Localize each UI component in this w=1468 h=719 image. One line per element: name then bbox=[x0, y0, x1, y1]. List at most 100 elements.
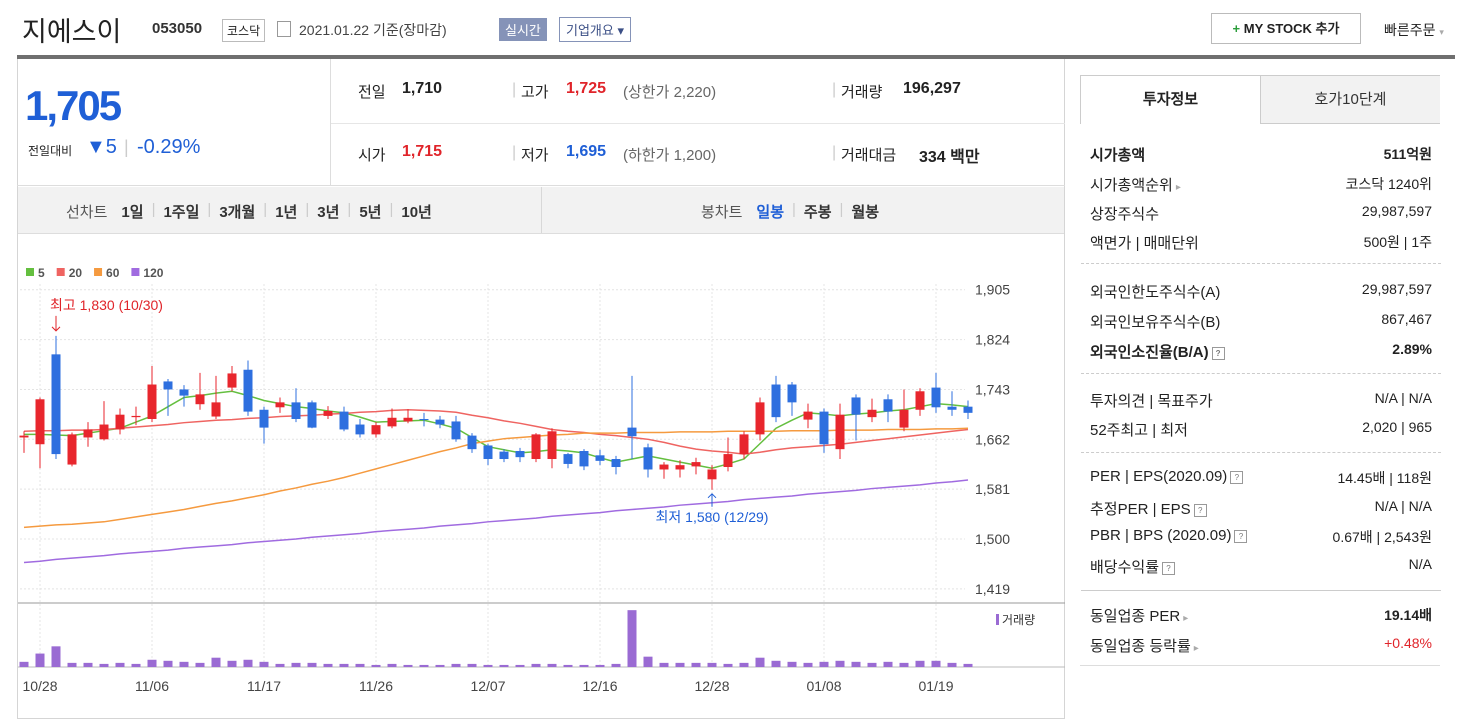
help-icon[interactable]: ? bbox=[1211, 346, 1225, 360]
period-button[interactable]: 1년 bbox=[275, 204, 298, 221]
legend-swatch bbox=[996, 614, 999, 625]
summary-value: 334 백만 bbox=[919, 149, 980, 166]
candle-body bbox=[307, 402, 317, 428]
volume-bar bbox=[499, 664, 509, 667]
volume-bar bbox=[227, 660, 237, 667]
realtime-button[interactable]: 실시간 bbox=[499, 18, 547, 41]
volume-bar bbox=[595, 664, 605, 667]
summary-label: 고가 bbox=[521, 84, 549, 101]
period-button[interactable]: 일봉 bbox=[756, 204, 785, 221]
volume-bar bbox=[307, 662, 317, 667]
ma-line bbox=[23, 479, 969, 564]
volume-bar bbox=[339, 663, 349, 667]
company-overview[interactable]: 기업개요 ▾ bbox=[559, 17, 631, 42]
info-value: +0.48% bbox=[1384, 635, 1432, 651]
chart: 1,419 1,500 1,581 1,662 1,743 1,824 1,905 10/28… bbox=[18, 266, 1065, 694]
volume-bar bbox=[355, 663, 365, 667]
info-value: 867,467 bbox=[1381, 311, 1432, 327]
candle-body bbox=[435, 419, 445, 425]
info-label: 액면가 | 매매단위 bbox=[1090, 235, 1199, 252]
my-stock-button[interactable]: + MY STOCK 추가 bbox=[1211, 13, 1361, 44]
volume-bar bbox=[83, 662, 93, 667]
candle-body bbox=[419, 418, 429, 420]
candle-body bbox=[179, 389, 189, 396]
candle-body bbox=[707, 469, 717, 480]
x-tick-label: 01/08 bbox=[806, 678, 841, 694]
candle-body bbox=[931, 387, 941, 408]
volume-bar bbox=[67, 662, 77, 667]
info-row: 동일업종 등락률 ▸ +0.48% bbox=[1090, 635, 1432, 656]
info-label-text: PBR | BPS (2020.09) bbox=[1090, 527, 1232, 544]
company-overview-label: 기업개요 bbox=[566, 23, 614, 38]
x-tick-label: 10/28 bbox=[22, 678, 57, 694]
candle-body bbox=[643, 447, 653, 470]
info-label: 외국인한도주식수(A) bbox=[1090, 284, 1221, 301]
tab[interactable]: 호가10단계 bbox=[1260, 76, 1440, 123]
help-icon[interactable]: ? bbox=[1230, 470, 1244, 484]
period-button[interactable]: 3개월 bbox=[219, 204, 256, 221]
volume-bar bbox=[787, 661, 797, 667]
info-value: 29,987,597 bbox=[1361, 281, 1432, 297]
info-label[interactable]: 동일업종 등락률 ▸ bbox=[1090, 638, 1199, 655]
x-tick-label: 12/16 bbox=[582, 678, 617, 694]
volume-bar bbox=[867, 662, 877, 667]
candle-body bbox=[275, 402, 285, 408]
candle-body bbox=[915, 391, 925, 410]
info-label[interactable]: 시가총액순위 ▸ bbox=[1090, 177, 1181, 194]
candle-body bbox=[723, 454, 733, 468]
info-label-text: 동일업종 PER bbox=[1090, 608, 1181, 625]
summary-value: 1,710 bbox=[402, 80, 443, 97]
volume-bar bbox=[371, 664, 381, 667]
info-row: 시가총액순위 ▸ 코스닥 1240위 bbox=[1090, 174, 1432, 195]
candle-body bbox=[355, 424, 365, 435]
volume-bar bbox=[35, 653, 45, 667]
candle-body bbox=[115, 414, 125, 430]
candle-body bbox=[531, 434, 541, 460]
candle-body bbox=[243, 369, 253, 412]
divider bbox=[541, 187, 542, 233]
stock-code: 053050 bbox=[152, 20, 203, 37]
period-button[interactable]: 10년 bbox=[401, 204, 432, 221]
upper-limit: (상한가 2,220) bbox=[623, 84, 717, 101]
x-tick-label: 11/26 bbox=[359, 678, 393, 694]
legend-swatch bbox=[26, 268, 34, 276]
candle-body bbox=[947, 406, 957, 410]
summary-value: 1,695 bbox=[566, 143, 607, 160]
volume-bar bbox=[675, 662, 685, 667]
candle-body bbox=[467, 435, 477, 450]
volume-bar bbox=[771, 660, 781, 667]
legend-label: 60 bbox=[106, 266, 120, 280]
volume-bar bbox=[163, 660, 173, 667]
period-button[interactable]: 3년 bbox=[317, 204, 340, 221]
lower-limit: (하한가 1,200) bbox=[623, 147, 717, 164]
quick-order[interactable]: 빠른주문 ▾ bbox=[1384, 22, 1444, 38]
period-button[interactable]: 1일 bbox=[121, 204, 144, 221]
candle-chart-tools: 봉차트 일봉 | 주봉 | 월봉 bbox=[701, 201, 879, 222]
legend-swatch bbox=[56, 268, 65, 276]
info-label-text: 배당수익률 bbox=[1090, 559, 1160, 576]
stock-name: 지에스이 bbox=[22, 17, 122, 47]
candle-body bbox=[851, 397, 861, 415]
period-button[interactable]: 월봉 bbox=[851, 204, 880, 221]
volume-bar bbox=[515, 664, 525, 667]
candle-body bbox=[563, 454, 573, 464]
info-value: 19.14배 bbox=[1384, 607, 1432, 623]
period-button[interactable]: 5년 bbox=[359, 204, 382, 221]
volume-bar bbox=[451, 663, 461, 667]
info-row: 52주최고 | 최저 2,020 | 965 bbox=[1090, 419, 1432, 440]
help-icon[interactable]: ? bbox=[1193, 503, 1207, 517]
ma-line bbox=[23, 427, 969, 529]
help-icon[interactable]: ? bbox=[1234, 529, 1248, 543]
separator: | bbox=[347, 201, 352, 218]
candle-body bbox=[227, 373, 237, 388]
period-button[interactable]: 주봉 bbox=[803, 204, 832, 221]
info-label[interactable]: 동일업종 PER ▸ bbox=[1090, 608, 1189, 625]
low-arrow bbox=[707, 493, 717, 507]
volume-bar bbox=[627, 610, 637, 667]
period-button[interactable]: 1주일 bbox=[163, 204, 200, 221]
tab-active[interactable]: 투자정보 bbox=[1081, 76, 1260, 124]
help-icon[interactable]: ? bbox=[1162, 561, 1176, 575]
current-price: 1,705 bbox=[25, 82, 122, 129]
